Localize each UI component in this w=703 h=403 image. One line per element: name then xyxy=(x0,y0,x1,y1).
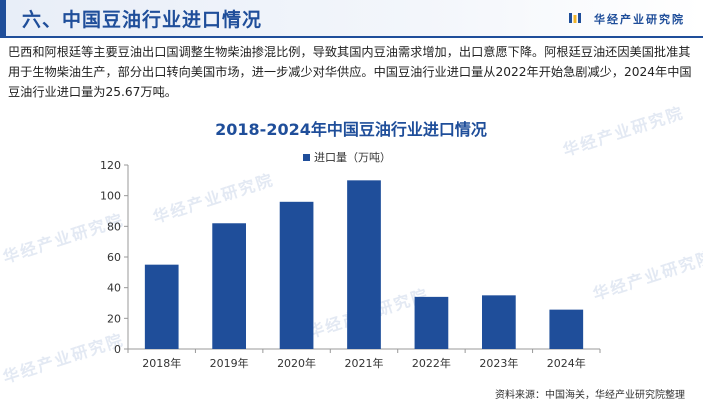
legend-label: 进口量（万吨） xyxy=(314,151,391,164)
legend-swatch xyxy=(303,154,310,161)
chart-title: 2018-2024年中国豆油行业进口情况 xyxy=(215,120,487,139)
x-tick-label: 2023年 xyxy=(479,356,518,370)
y-tick-label: 0 xyxy=(114,343,121,356)
bar xyxy=(482,295,516,349)
bar xyxy=(144,264,179,349)
bar xyxy=(414,296,449,349)
y-tick-label: 120 xyxy=(100,159,121,172)
x-tick-label: 2022年 xyxy=(412,356,451,370)
bar xyxy=(347,180,381,349)
bar xyxy=(549,309,584,349)
x-tick-label: 2020年 xyxy=(277,356,316,370)
bar xyxy=(279,201,314,349)
header-accent-bar xyxy=(0,0,6,36)
description-paragraph: 巴西和阿根廷等主要豆油出口国调整生物柴油掺混比例，导致其国内豆油需求增加，出口意… xyxy=(8,45,692,99)
section-header: 六、中国豆油行业进口情况 华经产业研究院 xyxy=(0,0,703,36)
y-tick-label: 40 xyxy=(107,282,121,295)
y-tick-label: 60 xyxy=(107,251,121,264)
source-note: 资料来源：中国海关，华经产业研究院整理 xyxy=(495,390,685,401)
header-band xyxy=(0,0,703,36)
brand-logo-icon xyxy=(569,13,581,23)
x-tick-label: 2019年 xyxy=(210,356,249,370)
section-title: 六、中国豆油行业进口情况 xyxy=(22,9,263,31)
header-divider xyxy=(0,36,703,38)
x-tick-label: 2018年 xyxy=(142,356,181,370)
x-tick-label: 2024年 xyxy=(547,356,586,370)
x-tick-label: 2021年 xyxy=(345,356,384,370)
brand-name: 华经产业研究院 xyxy=(594,13,685,26)
bar xyxy=(212,223,246,349)
y-tick-label: 100 xyxy=(100,190,121,203)
y-tick-label: 80 xyxy=(107,220,121,233)
y-tick-label: 20 xyxy=(107,312,121,325)
